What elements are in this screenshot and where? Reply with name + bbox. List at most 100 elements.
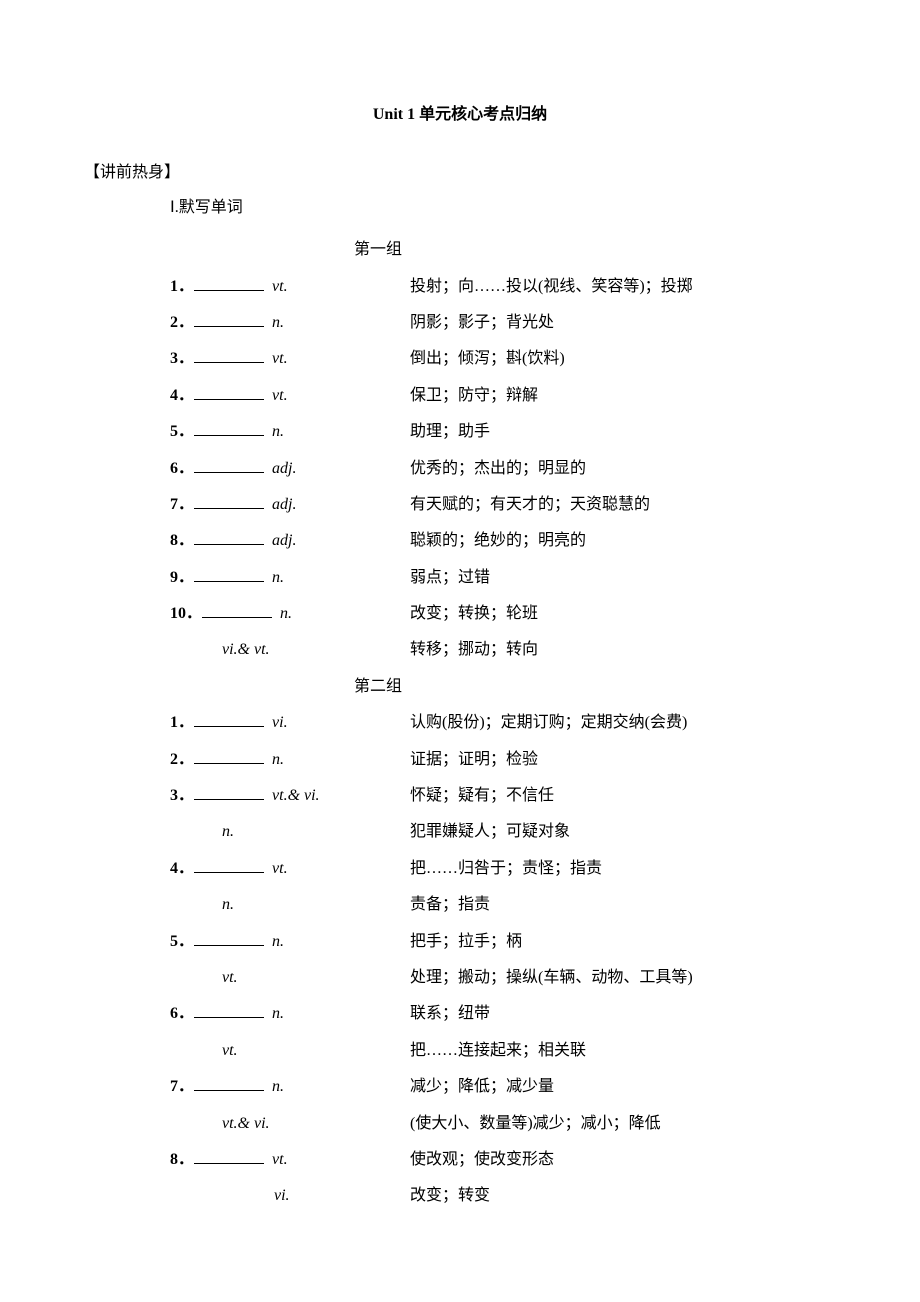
part-of-speech: vt. xyxy=(272,278,288,295)
item-definition: 投射；向……投以(视线、笑容等)；投掷 xyxy=(410,272,836,302)
sub-left: n. xyxy=(170,817,410,847)
fill-blank[interactable] xyxy=(194,435,264,436)
item-number: 6． xyxy=(170,1005,194,1022)
fill-blank[interactable] xyxy=(194,1017,264,1018)
item-definition: 阴影；影子；背光处 xyxy=(410,308,836,338)
fill-blank[interactable] xyxy=(194,544,264,545)
item-left: 1． vt. xyxy=(170,272,410,302)
item-number: 4． xyxy=(170,860,194,877)
item-definition: 聪颖的；绝妙的；明亮的 xyxy=(410,526,836,556)
part-of-speech: vt. xyxy=(272,860,288,877)
item-left: 4． vt. xyxy=(170,381,410,411)
item-number: 4． xyxy=(170,387,194,404)
fill-blank[interactable] xyxy=(194,872,264,873)
fill-blank[interactable] xyxy=(194,508,264,509)
item-number: 1． xyxy=(170,278,194,295)
fill-blank[interactable] xyxy=(202,617,272,618)
item-row: 6． adj.优秀的；杰出的；明显的 xyxy=(84,454,836,484)
item-left: 5． n. xyxy=(170,417,410,447)
part-of-speech: n. xyxy=(222,896,234,913)
part-of-speech: n. xyxy=(272,569,284,586)
item-left: 4． vt. xyxy=(170,854,410,884)
item-number: 6． xyxy=(170,460,194,477)
item-number: 5． xyxy=(170,423,194,440)
item-row: 1． vi.认购(股份)；定期订购；定期交纳(会费) xyxy=(84,708,836,738)
sub-row: n.责备；指责 xyxy=(84,890,836,920)
fill-blank[interactable] xyxy=(194,945,264,946)
item-row: 5． n.把手；拉手；柄 xyxy=(84,927,836,957)
item-definition: 使改观；使改变形态 xyxy=(410,1145,836,1175)
group-label: 第一组 xyxy=(84,235,836,265)
part-of-speech: vt.& vi. xyxy=(222,1115,270,1132)
sub-definition: 犯罪嫌疑人；可疑对象 xyxy=(410,817,836,847)
fill-blank[interactable] xyxy=(194,581,264,582)
part-of-speech: vt. xyxy=(272,350,288,367)
item-left: 1． vi. xyxy=(170,708,410,738)
item-definition: 把手；拉手；柄 xyxy=(410,927,836,957)
item-left: 2． n. xyxy=(170,308,410,338)
item-number: 5． xyxy=(170,933,194,950)
fill-blank[interactable] xyxy=(194,290,264,291)
item-number: 8． xyxy=(170,532,194,549)
item-number: 7． xyxy=(170,496,194,513)
fill-blank[interactable] xyxy=(194,1090,264,1091)
item-number: 2． xyxy=(170,314,194,331)
fill-blank[interactable] xyxy=(194,799,264,800)
sub-left: vi.& vt. xyxy=(170,635,410,665)
part-of-speech: vi. xyxy=(272,714,288,731)
item-definition: 减少；降低；减少量 xyxy=(410,1072,836,1102)
item-row: 8． adj.聪颖的；绝妙的；明亮的 xyxy=(84,526,836,556)
item-definition: 改变；转换；轮班 xyxy=(410,599,836,629)
item-definition: 保卫；防守；辩解 xyxy=(410,381,836,411)
sub-definition: 处理；搬动；操纵(车辆、动物、工具等) xyxy=(410,963,836,993)
sub-row: n. 犯罪嫌疑人；可疑对象 xyxy=(84,817,836,847)
part-of-speech: n. xyxy=(272,314,284,331)
item-row: 3． vt.& vi.怀疑；疑有；不信任 xyxy=(84,781,836,811)
part-of-speech: n. xyxy=(272,423,284,440)
item-number: 1． xyxy=(170,714,194,731)
item-definition: 优秀的；杰出的；明显的 xyxy=(410,454,836,484)
item-left: 2． n. xyxy=(170,745,410,775)
item-number: 7． xyxy=(170,1078,194,1095)
fill-blank[interactable] xyxy=(194,362,264,363)
item-definition: 助理；助手 xyxy=(410,417,836,447)
item-row: 7． adj.有天赋的；有天才的；天资聪慧的 xyxy=(84,490,836,520)
part-of-speech: n. xyxy=(280,605,292,622)
part-of-speech: vt. xyxy=(222,1042,238,1059)
item-left: 3． vt.& vi. xyxy=(170,781,410,811)
part-of-speech: n. xyxy=(222,823,234,840)
item-number: 8． xyxy=(170,1151,194,1168)
item-row: 8． vt.使改观；使改变形态 xyxy=(84,1145,836,1175)
item-left: 8． adj. xyxy=(170,526,410,556)
sub-left: vt. xyxy=(170,963,410,993)
writing-words-label: Ⅰ.默写单词 xyxy=(84,193,836,223)
sub-definition: 把……连接起来；相关联 xyxy=(410,1036,836,1066)
item-definition: 倒出；倾泻；斟(饮料) xyxy=(410,344,836,374)
item-left: 7． n. xyxy=(170,1072,410,1102)
item-left: 6． n. xyxy=(170,999,410,1029)
fill-blank[interactable] xyxy=(194,326,264,327)
fill-blank[interactable] xyxy=(194,399,264,400)
fill-blank[interactable] xyxy=(194,763,264,764)
item-definition: 证据；证明；检验 xyxy=(410,745,836,775)
part-of-speech: adj. xyxy=(272,496,296,513)
sub-left: vt.& vi. xyxy=(170,1109,410,1139)
item-number: 3． xyxy=(170,350,194,367)
sub-left: vt. xyxy=(170,1036,410,1066)
item-row: 10． n.改变；转换；轮班 xyxy=(84,599,836,629)
fill-blank[interactable] xyxy=(194,1163,264,1164)
fill-blank[interactable] xyxy=(194,472,264,473)
item-row: 7． n.减少；降低；减少量 xyxy=(84,1072,836,1102)
item-row: 9． n.弱点；过错 xyxy=(84,563,836,593)
item-row: 2． n.阴影；影子；背光处 xyxy=(84,308,836,338)
sub-row: vt.处理；搬动；操纵(车辆、动物、工具等) xyxy=(84,963,836,993)
part-of-speech: vi. xyxy=(274,1187,290,1204)
item-number: 2． xyxy=(170,751,194,768)
fill-blank[interactable] xyxy=(194,726,264,727)
sub-row: vi.& vt.转移；挪动；转向 xyxy=(84,635,836,665)
item-number: 3． xyxy=(170,787,194,804)
item-left: 9． n. xyxy=(170,563,410,593)
item-left: 6． adj. xyxy=(170,454,410,484)
item-definition: 把……归咎于；责怪；指责 xyxy=(410,854,836,884)
sub-definition: (使大小、数量等)减少；减小；降低 xyxy=(410,1109,836,1139)
